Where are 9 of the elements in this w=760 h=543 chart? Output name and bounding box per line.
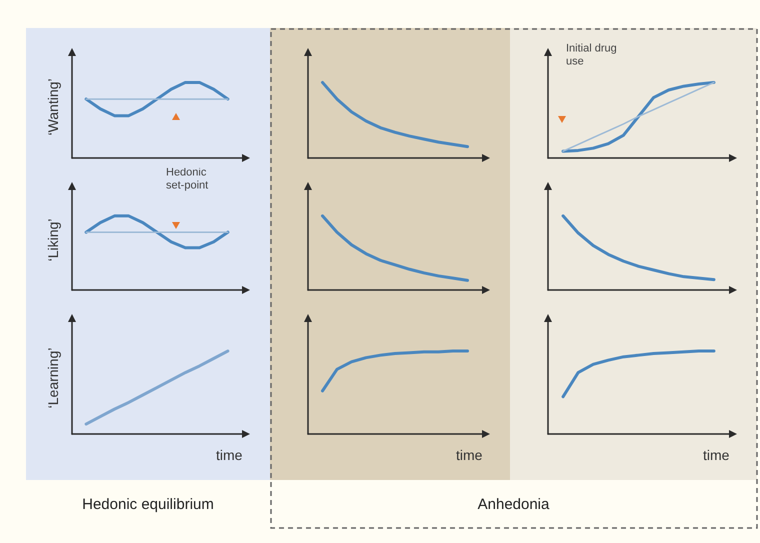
y-axis-title: ‘Liking’ [45, 218, 61, 262]
y-axis-title: ‘Learning’ [45, 348, 61, 408]
text: Hedonic equilibrium [81, 495, 215, 515]
x-axis-title: time [456, 447, 483, 463]
text: Anhedonia [476, 495, 550, 515]
text: Initial drug use [566, 42, 620, 68]
x-axis-title: time [703, 447, 730, 463]
y-axis-title: ‘Wanting’ [45, 78, 61, 136]
x-axis-title: time [216, 447, 243, 463]
